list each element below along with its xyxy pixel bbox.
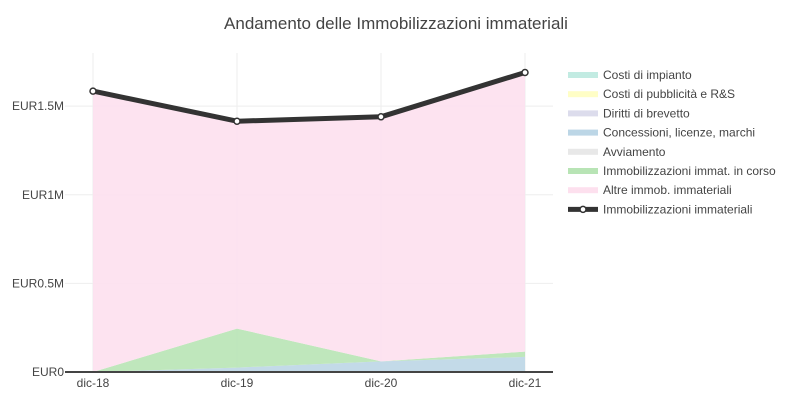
legend-swatch [568,148,598,155]
legend-item[interactable]: Concessioni, licenze, marchi [568,126,755,140]
legend-item[interactable]: Altre immob. immateriali [568,183,732,197]
y-tick-label: EUR0.5M [12,276,64,290]
legend: Costi di impianto Costi di pubblicità e R… [568,68,776,216]
legend-label: Concessioni, licenze, marchi [603,126,755,140]
legend-label: Immobilizzazioni immat. in corso [603,164,776,178]
area-concessioni-licenze-marchi [93,356,525,372]
chart-title: Andamento delle Immobilizzazioni immater… [224,14,568,33]
legend-item[interactable]: Costi di pubblicità e R&S [568,87,735,101]
legend-marker [579,205,587,214]
legend-swatch [568,72,598,78]
legend-label: Avviamento [603,145,666,159]
legend-item[interactable]: Immobilizzazioni immat. in corso [568,164,776,178]
legend-swatch [568,110,598,117]
legend-label: Diritti di brevetto [603,106,690,120]
legend-item[interactable]: Avviamento [568,145,666,159]
y-tick-label: EUR0 [32,365,64,379]
total-line-point[interactable] [521,68,529,77]
area-series-group [93,72,525,372]
legend-swatch [568,187,598,194]
x-tick-label: dic-21 [509,376,542,390]
legend-swatch [568,91,598,98]
area-altre-immob-immateriali [93,72,525,372]
total-line-point[interactable] [233,117,241,125]
legend-swatch [568,168,598,174]
legend-swatch [568,129,598,136]
y-tick-label: EUR1M [22,188,64,202]
x-tick-label: dic-18 [77,376,110,390]
axes: EUR0 EUR0.5M EUR1M EUR1.5M dic-18 dic-19 dic-2… [12,99,553,390]
x-tick-label: dic-19 [221,376,254,390]
legend-label: Costi di impianto [603,68,692,82]
total-line-point[interactable] [377,113,385,121]
total-line [92,70,526,124]
legend-label: Immobilizzazioni immateriali [603,202,752,216]
x-tick-label: dic-20 [365,376,398,390]
legend-item[interactable]: Diritti di brevetto [568,106,690,120]
legend-item[interactable]: Costi di impianto [568,68,692,82]
legend-label: Costi di pubblicità e R&S [603,87,735,101]
y-tick-label: EUR1.5M [12,99,64,113]
legend-label: Altre immob. immateriali [603,183,732,197]
line-series-group [89,68,529,125]
legend-item[interactable]: Immobilizzazioni immateriali [568,202,752,216]
total-line-point[interactable] [89,87,97,95]
